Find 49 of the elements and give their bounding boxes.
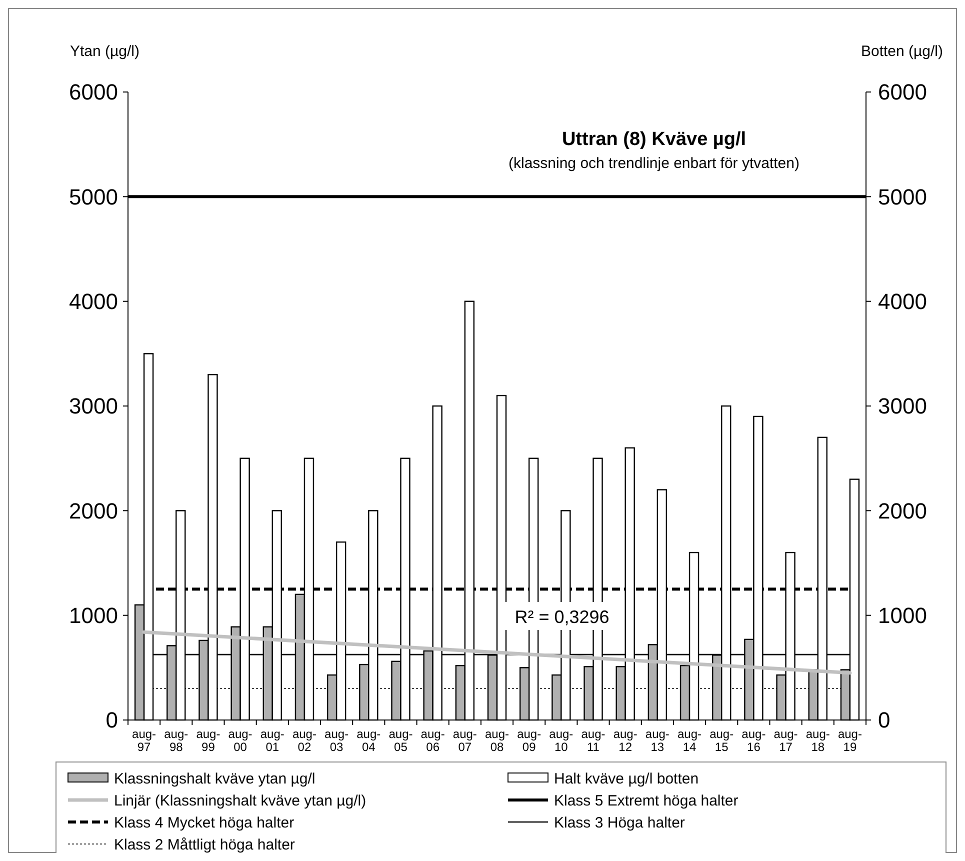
y-tick-label: 1000 bbox=[69, 603, 118, 628]
y-tick-label: 2000 bbox=[69, 498, 118, 524]
x-tick-label: aug-16 bbox=[742, 727, 766, 754]
x-tick-label: aug-06 bbox=[420, 727, 445, 754]
x-tick-label: aug-07 bbox=[452, 727, 477, 754]
x-tick-label: aug-14 bbox=[678, 727, 702, 754]
y-tick-label: 3000 bbox=[69, 394, 118, 419]
x-tick-label: aug-10 bbox=[549, 727, 574, 754]
y2-tick-label: 2000 bbox=[878, 498, 927, 524]
x-tick-label: aug-02 bbox=[292, 727, 316, 754]
legend-label: Klass 3 Höga halter bbox=[554, 814, 685, 832]
x-tick-label: aug-15 bbox=[710, 727, 734, 754]
x-tick-label: aug-00 bbox=[228, 727, 252, 754]
y2-tick-label: 4000 bbox=[878, 289, 927, 314]
y-axis-title: Ytan (µg/l) bbox=[70, 43, 140, 60]
x-tick-label: aug-18 bbox=[806, 727, 830, 754]
legend-label: Klass 4 Mycket höga halter bbox=[114, 814, 294, 832]
y-tick-label: 4000 bbox=[69, 289, 118, 314]
x-tick-label: aug-97 bbox=[132, 727, 156, 754]
y2-tick-label: 0 bbox=[878, 708, 890, 733]
x-tick-label: aug-12 bbox=[613, 727, 638, 754]
y2-tick-label: 6000 bbox=[878, 80, 927, 105]
y-tick-label: 0 bbox=[106, 708, 118, 733]
x-tick-label: aug-11 bbox=[581, 727, 606, 754]
x-tick-label: aug-01 bbox=[260, 727, 284, 754]
y-tick-label: 5000 bbox=[69, 184, 118, 210]
legend-label: Klass 2 Måttligt höga halter bbox=[114, 836, 295, 854]
text: (klassning och trendlinje enbart för ytvatten) bbox=[508, 155, 800, 172]
legend-label: Klass 5 Extremt höga halter bbox=[554, 792, 738, 810]
x-tick-label: aug-08 bbox=[484, 727, 510, 754]
y-tick-label: 6000 bbox=[69, 80, 118, 105]
y2-tick-label: 1000 bbox=[878, 603, 927, 628]
y2-tick-label: 5000 bbox=[878, 184, 927, 210]
x-tick-label: aug-03 bbox=[324, 727, 349, 754]
x-tick-label: aug-98 bbox=[164, 727, 188, 754]
annotation: R² = 0,3296 bbox=[514, 607, 610, 627]
legend-label: Halt kväve µg/l botten bbox=[554, 770, 699, 788]
x-tick-label: aug-99 bbox=[196, 727, 220, 754]
legend-label: Klassningshalt kväve ytan µg/l bbox=[114, 770, 316, 788]
y2-axis-title: Botten (µg/l) bbox=[860, 43, 943, 60]
x-tick-label: aug-19 bbox=[838, 727, 862, 754]
legend-label: Linjär (Klassningshalt kväve ytan µg/l) bbox=[114, 792, 366, 810]
y2-tick-label: 3000 bbox=[878, 394, 927, 419]
x-tick-label: aug-17 bbox=[774, 727, 798, 754]
x-tick-label: aug-09 bbox=[517, 727, 542, 754]
x-tick-label: aug-04 bbox=[356, 727, 381, 754]
x-tick-label: aug-05 bbox=[388, 727, 413, 754]
text: Uttran (8) Kväve µg/l bbox=[562, 129, 746, 150]
x-tick-label: aug-13 bbox=[645, 727, 670, 754]
